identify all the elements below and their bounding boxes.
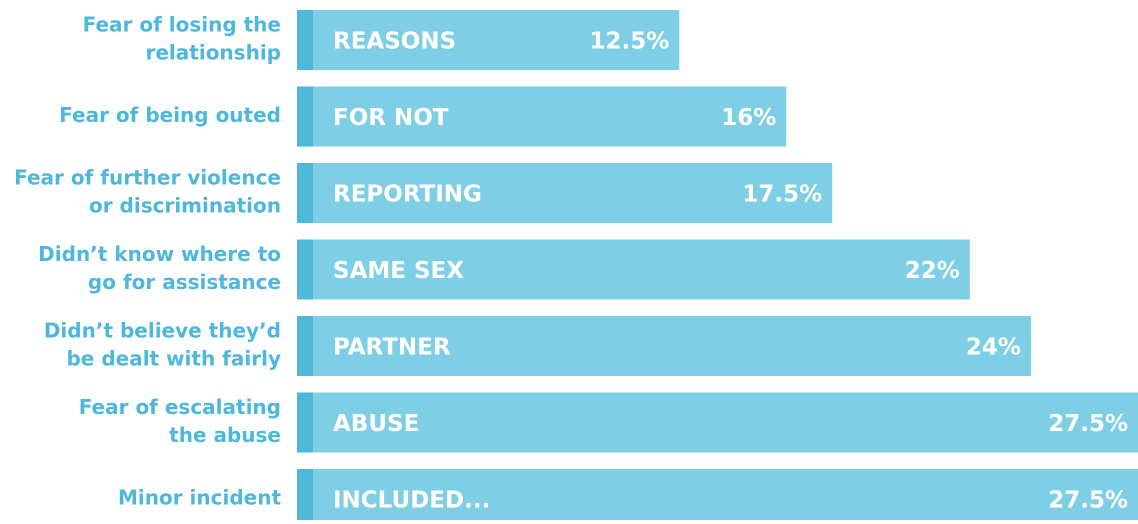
value-label: 22% <box>905 258 960 284</box>
value-label: 16% <box>721 105 776 131</box>
value-label: 17.5% <box>742 182 822 208</box>
category-label: or discrimination <box>89 194 281 218</box>
category-label: be dealt with fairly <box>66 347 281 371</box>
bar <box>297 10 680 70</box>
bar <box>297 392 1138 453</box>
bar-accent <box>297 239 313 300</box>
bar <box>297 316 1031 376</box>
value-label: 27.5% <box>1048 488 1128 514</box>
value-label: 24% <box>966 335 1021 361</box>
bar-accent <box>297 469 313 524</box>
category-label: Fear of further violence <box>14 166 281 190</box>
bar-accent <box>297 392 313 453</box>
category-label: Didn’t know where to <box>38 242 281 266</box>
category-label: Fear of losing the <box>83 13 281 37</box>
bar-text: SAME SEX <box>333 258 464 284</box>
bar-accent <box>297 316 313 376</box>
bar-accent <box>297 10 313 70</box>
category-label: Didn’t believe they’d <box>44 319 281 343</box>
category-label: Fear of being outed <box>59 103 281 127</box>
bar-text: FOR NOT <box>333 105 449 131</box>
bar <box>297 469 1138 524</box>
bar-text: REASONS <box>333 29 456 55</box>
bar-accent <box>297 86 313 147</box>
bar <box>297 239 970 300</box>
category-label: the abuse <box>169 423 281 447</box>
category-label: relationship <box>146 41 282 65</box>
bar-accent <box>297 163 313 223</box>
category-label: Minor incident <box>118 486 281 510</box>
category-label: go for assistance <box>88 270 281 294</box>
bar <box>297 86 787 147</box>
bar-text: REPORTING <box>333 182 482 208</box>
value-label: 12.5% <box>589 29 669 55</box>
category-label: Fear of escalating <box>79 395 281 419</box>
bar <box>297 163 833 223</box>
value-label: 27.5% <box>1048 411 1128 437</box>
bar-text: ABUSE <box>333 411 419 437</box>
bar-text: PARTNER <box>333 335 451 361</box>
bar-text: INCLUDED... <box>333 488 490 514</box>
